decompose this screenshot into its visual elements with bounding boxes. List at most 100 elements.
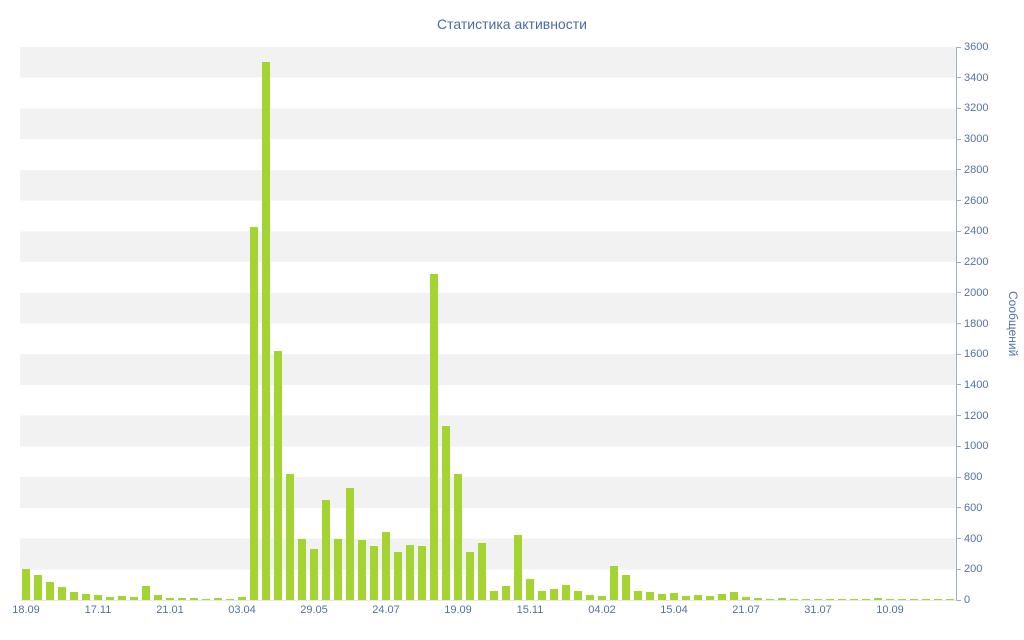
bar [310, 549, 318, 600]
bar [262, 62, 270, 600]
bar [610, 566, 618, 600]
y-tick-label: 3000 [964, 133, 989, 146]
x-tick-label: 21.07 [732, 604, 760, 616]
y-tick: 3600 [957, 41, 988, 53]
x-tick-label: 19.09 [444, 604, 472, 616]
bar [418, 546, 426, 600]
y-tick-label: 1800 [964, 317, 989, 330]
y-tick: 2200 [957, 256, 988, 268]
y-tick: 2800 [957, 164, 988, 176]
y-tick: 1200 [957, 410, 988, 422]
y-axis: 0 200 400 600 800 1000 1200 1400 1600 1800 2000 220… [957, 41, 1019, 606]
bar [298, 538, 306, 600]
bar [586, 595, 594, 600]
x-tick-label: 29.05 [300, 604, 328, 616]
y-tick-label: 2600 [964, 194, 989, 207]
x-tick-label: 18.09 [12, 604, 40, 616]
y-tick-label: 200 [964, 563, 983, 576]
y-tick: 2600 [957, 195, 988, 207]
bar [814, 599, 822, 600]
x-tick-label: 03.04 [228, 604, 256, 616]
bar [142, 586, 150, 600]
bar [154, 595, 162, 600]
y-tick: 400 [957, 533, 982, 545]
bar [754, 598, 762, 600]
bar [334, 538, 342, 600]
bar [490, 590, 498, 600]
y-tick-label: 2400 [964, 225, 989, 238]
x-tick-label: 17.11 [84, 604, 112, 616]
x-tick-label: 15.11 [516, 604, 544, 616]
bar [502, 586, 510, 600]
y-tick: 0 [957, 594, 970, 606]
y-tick-label: 2800 [964, 163, 989, 176]
y-tick-mark [957, 138, 961, 140]
y-tick-mark [957, 292, 961, 294]
y-tick-mark [957, 169, 961, 171]
bar [46, 581, 54, 600]
bar [514, 535, 522, 600]
bar [934, 599, 942, 600]
bar [790, 599, 798, 600]
bar [250, 226, 258, 600]
bar [634, 590, 642, 600]
bar [802, 599, 810, 600]
y-tick-label: 1400 [964, 378, 989, 391]
y-axis-title: Сообщений [1006, 290, 1020, 357]
bar [178, 597, 186, 600]
bar [238, 596, 246, 600]
bar [646, 592, 654, 600]
bar [454, 474, 462, 600]
bar [166, 598, 174, 600]
x-axis: 18.09 17.11 21.01 03.04 29.05 24.07 19.09 15.11… [12, 604, 956, 620]
y-tick-mark [957, 415, 961, 417]
bar [358, 540, 366, 600]
y-tick: 2000 [957, 287, 988, 299]
bar [538, 590, 546, 600]
bar [694, 595, 702, 600]
bar [118, 595, 126, 600]
y-tick-mark [957, 46, 961, 48]
y-tick-label: 400 [964, 532, 983, 545]
x-tick-label: 04.02 [588, 604, 616, 616]
bar [394, 552, 402, 600]
x-tick-label: 24.07 [372, 604, 400, 616]
bar [766, 599, 774, 600]
bar [598, 596, 606, 600]
y-tick: 1600 [957, 348, 988, 360]
bar [946, 599, 954, 600]
bar [826, 599, 834, 600]
bar [478, 543, 486, 600]
x-tick-label: 31.07 [804, 604, 832, 616]
bar [70, 591, 78, 600]
y-tick: 200 [957, 563, 982, 575]
y-tick-mark [957, 507, 961, 509]
bar [874, 598, 882, 600]
y-tick: 800 [957, 471, 982, 483]
bar [838, 599, 846, 600]
bar [370, 546, 378, 600]
bar [190, 598, 198, 600]
bar [406, 544, 414, 600]
bar [718, 593, 726, 600]
y-tick-mark [957, 353, 961, 355]
bar [322, 500, 330, 600]
y-tick-label: 1000 [964, 440, 989, 453]
bar [466, 552, 474, 600]
y-tick: 2400 [957, 225, 988, 237]
bar [778, 598, 786, 600]
y-tick-label: 2000 [964, 286, 989, 299]
bar [850, 598, 858, 600]
bar [226, 599, 234, 600]
bar [106, 596, 114, 600]
y-tick-mark [957, 445, 961, 447]
y-tick-label: 1200 [964, 409, 989, 422]
bar [706, 596, 714, 600]
x-tick-label: 10.09 [876, 604, 904, 616]
y-tick-mark [957, 77, 961, 79]
bar [562, 584, 570, 600]
bar [430, 274, 438, 600]
y-tick-label: 0 [964, 594, 971, 606]
y-tick: 3200 [957, 102, 988, 114]
bar [658, 593, 666, 600]
